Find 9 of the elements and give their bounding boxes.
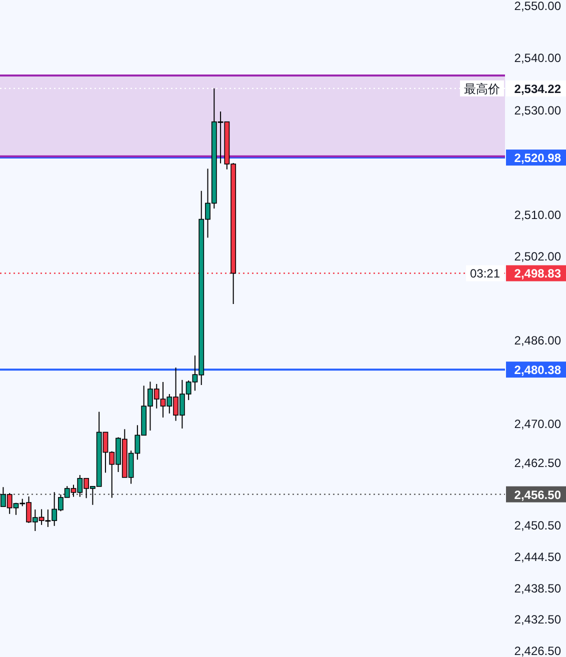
ref-line-label: 2,534.22 (514, 82, 562, 96)
ref-line-label: 2,456.50 (514, 488, 562, 502)
ref-line-label: 2,520.98 (514, 151, 562, 166)
annotation: 最高价 (464, 82, 500, 96)
annotation: 03:21 (470, 266, 500, 281)
annotation: 03:21 (466, 265, 504, 282)
ref-line-label: 2,480.38 (514, 363, 562, 378)
annotation: 最高价 (460, 80, 504, 96)
ref-line-label: 2,498.83 (514, 266, 562, 281)
